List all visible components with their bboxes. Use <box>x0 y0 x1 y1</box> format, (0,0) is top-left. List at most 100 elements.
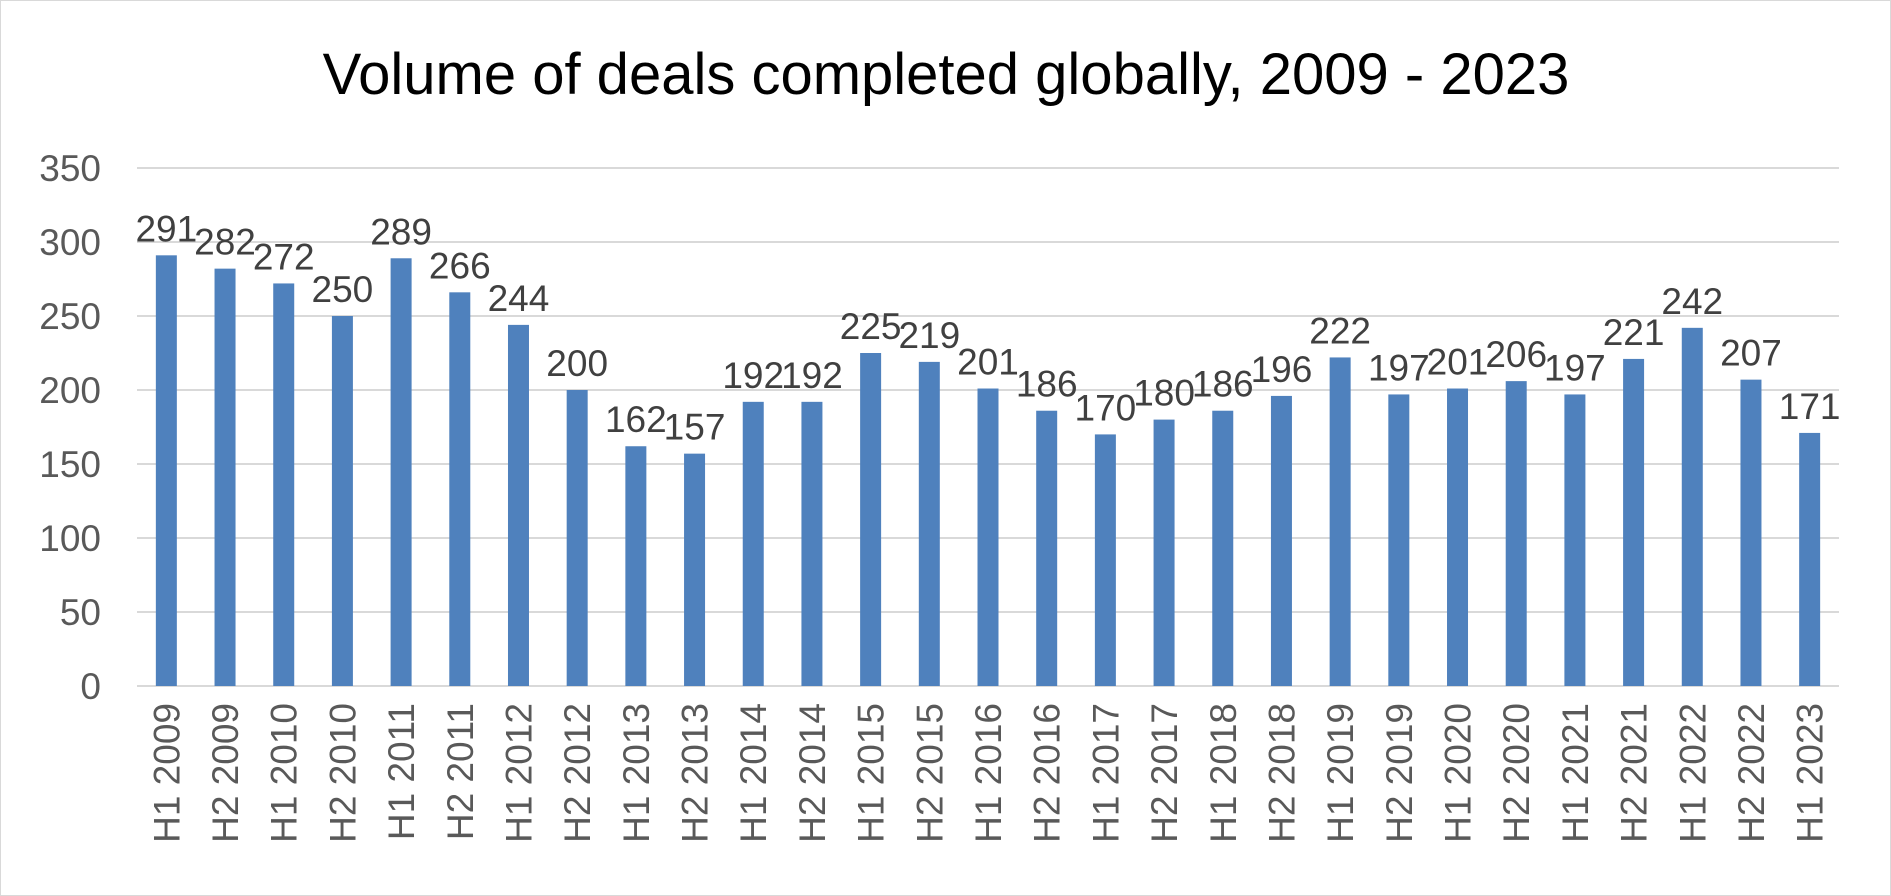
data-label: 192 <box>722 355 784 396</box>
bar <box>1799 432 1821 686</box>
data-labels: 2912822722502892662442001621571921922252… <box>135 208 1840 447</box>
x-tick-label: H2 2010 <box>322 703 363 843</box>
data-label: 170 <box>1075 387 1137 428</box>
y-tick-label: 350 <box>39 148 101 189</box>
bar <box>1623 358 1645 686</box>
x-tick-label: H2 2017 <box>1144 703 1185 843</box>
bar <box>1681 327 1703 686</box>
x-tick-label: H1 2022 <box>1672 703 1713 843</box>
bar <box>331 316 353 686</box>
data-label: 244 <box>488 278 550 319</box>
data-label: 291 <box>135 208 197 249</box>
x-tick-label: H2 2014 <box>792 703 833 843</box>
data-label: 250 <box>312 269 374 310</box>
bar <box>273 283 295 686</box>
bar <box>1388 394 1410 686</box>
bar <box>507 324 529 686</box>
data-label: 162 <box>605 399 667 440</box>
bar <box>684 453 706 686</box>
x-axis-category-labels: H1 2009 H2 2009 H1 2010 H2 2010 H1 2011 H2 20… <box>146 703 1830 843</box>
x-tick-label: H1 2015 <box>851 703 892 843</box>
chart-title: Volume of deals completed globally, 2009… <box>323 42 1570 107</box>
data-label: 186 <box>1016 364 1078 405</box>
x-tick-label: H2 2022 <box>1731 703 1772 843</box>
x-tick-label: H2 2015 <box>909 703 950 843</box>
bar <box>1329 357 1351 686</box>
bar <box>390 258 412 686</box>
y-tick-label: 200 <box>39 370 101 411</box>
bar <box>1212 410 1234 686</box>
x-tick-label: H1 2010 <box>264 703 305 843</box>
data-label: 289 <box>370 211 432 252</box>
bar <box>566 390 588 686</box>
x-tick-label: H1 2012 <box>498 703 539 843</box>
x-tick-label: H2 2011 <box>440 703 481 840</box>
bar <box>625 446 647 686</box>
bar <box>977 388 999 686</box>
x-tick-label: H2 2009 <box>205 703 246 843</box>
data-label: 197 <box>1544 347 1606 388</box>
data-label: 225 <box>840 306 902 347</box>
x-tick-label: H1 2018 <box>1203 703 1244 843</box>
bar <box>742 401 764 686</box>
x-tick-label: H1 2019 <box>1320 703 1361 843</box>
bar <box>1036 410 1058 686</box>
y-tick-label: 50 <box>60 592 101 633</box>
bar <box>1447 388 1469 686</box>
bar <box>1740 379 1762 686</box>
x-tick-label: H1 2017 <box>1085 703 1126 843</box>
bar <box>1505 381 1527 686</box>
x-tick-label: H1 2021 <box>1555 703 1596 843</box>
bar <box>1564 394 1586 686</box>
data-label: 171 <box>1779 386 1841 427</box>
bar <box>1270 395 1292 686</box>
x-tick-label: H1 2009 <box>146 703 187 843</box>
y-tick-label: 300 <box>39 222 101 263</box>
x-tick-label: H1 2020 <box>1438 703 1479 843</box>
data-label: 272 <box>253 236 315 277</box>
bar <box>449 292 471 686</box>
y-tick-label: 250 <box>39 296 101 337</box>
bar <box>860 353 882 686</box>
data-label: 180 <box>1133 373 1195 414</box>
x-tick-label: H2 2016 <box>1027 703 1068 843</box>
data-label: 206 <box>1485 334 1547 375</box>
data-label: 196 <box>1251 349 1313 390</box>
x-tick-label: H2 2019 <box>1379 703 1420 843</box>
bar <box>1094 434 1116 686</box>
y-axis-tick-labels: 0 50 100 150 200 250 300 350 <box>39 148 101 707</box>
data-label: 201 <box>957 342 1019 383</box>
data-label: 157 <box>664 407 726 448</box>
data-label: 207 <box>1720 333 1782 374</box>
x-tick-label: H2 2020 <box>1496 703 1537 843</box>
x-tick-label: H1 2023 <box>1790 703 1831 843</box>
bar <box>801 401 823 686</box>
data-label: 219 <box>898 315 960 356</box>
x-tick-label: H2 2018 <box>1261 703 1302 843</box>
bar <box>214 268 236 686</box>
x-tick-label: H2 2013 <box>675 703 716 843</box>
data-label: 221 <box>1603 312 1665 353</box>
data-label: 282 <box>194 222 256 263</box>
x-tick-label: H1 2014 <box>733 703 774 843</box>
data-label: 192 <box>781 355 843 396</box>
bar <box>1153 419 1175 686</box>
x-tick-label: H2 2012 <box>557 703 598 843</box>
data-label: 266 <box>429 245 491 286</box>
y-tick-label: 0 <box>80 666 101 707</box>
data-label: 222 <box>1309 310 1371 351</box>
x-tick-label: H1 2013 <box>616 703 657 843</box>
y-tick-label: 150 <box>39 444 101 485</box>
y-tick-label: 100 <box>39 518 101 559</box>
data-label: 186 <box>1192 364 1254 405</box>
data-label: 200 <box>546 343 608 384</box>
x-tick-label: H2 2021 <box>1614 703 1655 843</box>
data-label: 197 <box>1368 347 1430 388</box>
data-label: 201 <box>1427 342 1489 383</box>
data-label: 242 <box>1661 281 1723 322</box>
bars <box>155 255 1821 686</box>
bar <box>155 255 177 686</box>
bar <box>918 361 940 686</box>
